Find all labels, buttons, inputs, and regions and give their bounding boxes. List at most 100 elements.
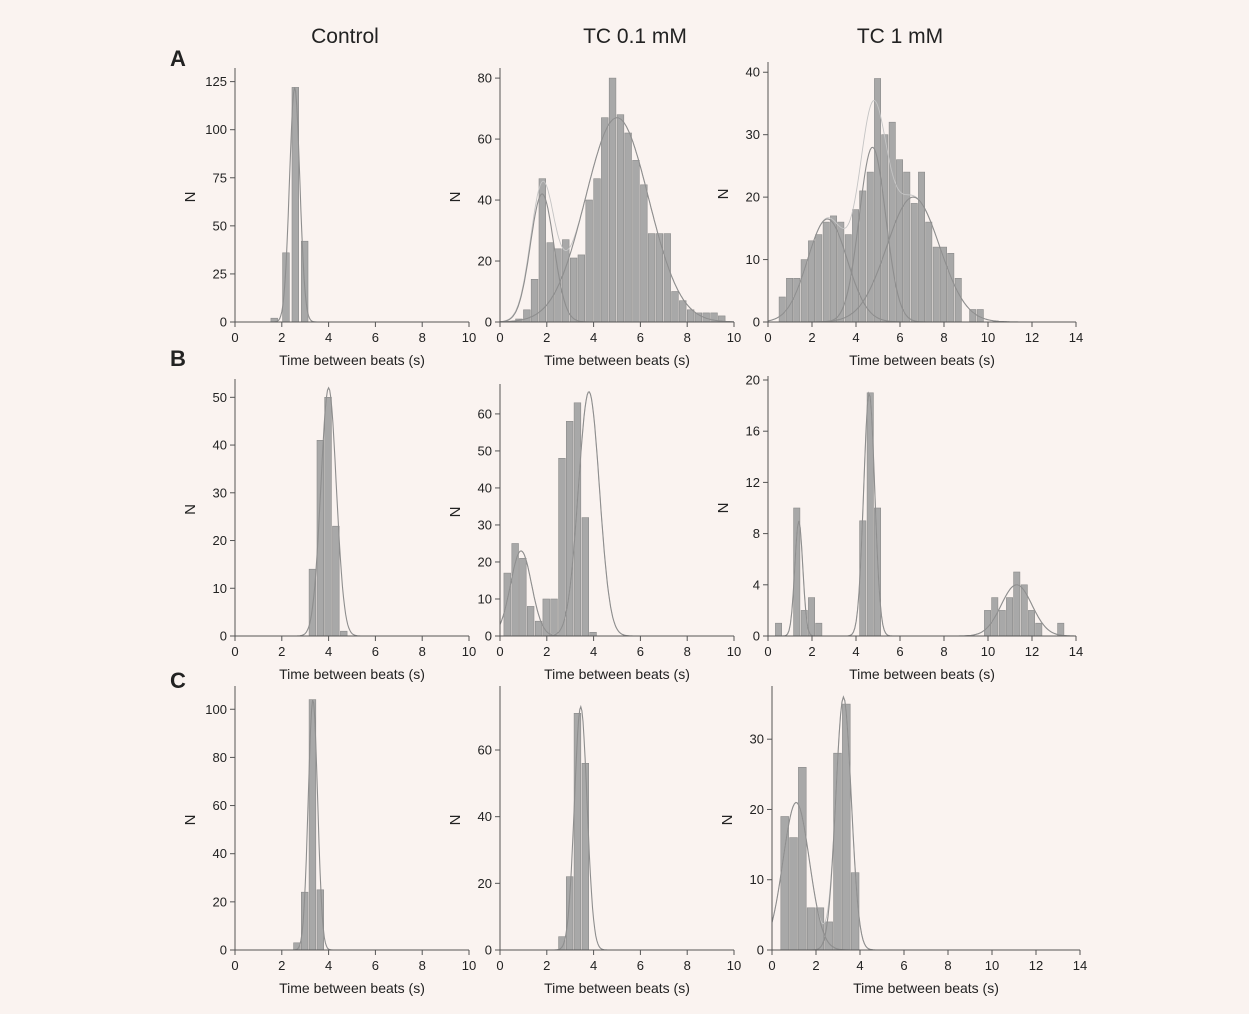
histogram-bar	[850, 872, 860, 951]
x-axis-label: Time between beats (s)	[544, 352, 690, 368]
histogram-bar	[1006, 597, 1014, 637]
histogram-bar	[581, 517, 589, 637]
y-tick-label: 20	[746, 373, 760, 388]
x-tick-label: 2	[278, 958, 285, 973]
x-tick-label: 0	[764, 330, 771, 345]
histogram-A-tc1: 0 2 4 6 8 10 12 14 0 10 20 30 40 Time between beats (…	[715, 62, 1083, 368]
x-tick-label: 8	[684, 958, 691, 973]
y-tick-label: 10	[750, 872, 764, 887]
y-tick-label: 20	[213, 894, 227, 909]
x-tick-label: 8	[419, 644, 426, 659]
histogram-bar	[947, 253, 955, 323]
histogram-bar	[550, 598, 558, 637]
x-tick-label: 0	[764, 644, 771, 659]
x-tick-label: 4	[325, 958, 332, 973]
y-tick-label: 20	[478, 554, 492, 569]
column-title-tc-0-1: TC 0.1 mM	[583, 25, 687, 48]
y-tick-label: 0	[753, 315, 760, 330]
x-tick-label: 4	[590, 644, 597, 659]
histogram-bar	[601, 117, 609, 323]
x-tick-label: 6	[637, 958, 644, 973]
x-tick-label: 2	[278, 644, 285, 659]
histogram-bar	[519, 557, 527, 637]
x-tick-label: 0	[231, 958, 238, 973]
row-label-b: B	[170, 346, 186, 371]
histogram-bar	[523, 309, 531, 323]
y-tick-label: 40	[746, 65, 760, 80]
x-tick-label: 2	[808, 330, 815, 345]
x-axis-label: Time between beats (s)	[279, 980, 425, 996]
x-tick-label: 10	[727, 958, 741, 973]
y-tick-label: 40	[478, 480, 492, 495]
histogram-bar	[671, 291, 679, 323]
histogram-bar	[786, 277, 794, 323]
histogram-bar	[573, 402, 582, 637]
histogram-bar	[1035, 622, 1043, 637]
x-tick-label: 6	[372, 644, 379, 659]
histogram-bar	[925, 221, 933, 323]
histogram-bar	[806, 907, 816, 951]
x-tick-label: 8	[684, 644, 691, 659]
y-tick-label: 0	[485, 943, 492, 958]
histogram-bar	[815, 622, 823, 637]
histogram-bar	[558, 457, 566, 637]
x-tick-label: 10	[727, 330, 741, 345]
y-tick-label: 75	[213, 170, 227, 185]
histogram-bar	[874, 507, 882, 637]
y-tick-label: 0	[485, 315, 492, 330]
x-axis-label: Time between beats (s)	[849, 352, 995, 368]
x-tick-label: 0	[496, 644, 503, 659]
y-tick-label: 50	[478, 443, 492, 458]
y-tick-label: 10	[746, 252, 760, 267]
x-axis-label: Time between beats (s)	[279, 352, 425, 368]
y-tick-label: 100	[205, 122, 227, 137]
y-tick-label: 60	[478, 406, 492, 421]
histogram-bar	[830, 215, 838, 323]
x-tick-label: 0	[496, 958, 503, 973]
x-tick-label: 4	[590, 958, 597, 973]
gaussian-fit-curve	[235, 699, 469, 951]
gaussian-fit-curve	[500, 704, 734, 951]
x-tick-label: 6	[900, 958, 907, 973]
x-tick-label: 4	[852, 644, 859, 659]
histogram-bar	[624, 132, 632, 323]
y-axis-label: N	[182, 504, 199, 515]
y-tick-label: 16	[746, 424, 760, 439]
y-tick-label: 20	[478, 254, 492, 269]
y-tick-label: 4	[753, 577, 760, 592]
y-tick-label: 10	[213, 581, 227, 596]
gaussian-fit-curve	[500, 117, 734, 323]
x-tick-label: 2	[808, 644, 815, 659]
y-tick-label: 25	[213, 266, 227, 281]
histogram-bar	[647, 233, 656, 323]
histogram-bar	[815, 234, 823, 323]
x-tick-label: 2	[278, 330, 285, 345]
column-title-control: Control	[311, 25, 379, 48]
histogram-bar	[581, 762, 589, 951]
x-tick-label: 6	[896, 644, 903, 659]
histogram-A-tc01: 0 2 4 6 8 10 0 20 40 60 80 Time between beats (s) N	[447, 68, 741, 368]
y-axis-label: N	[182, 815, 199, 826]
x-axis-label: Time between beats (s)	[849, 666, 995, 682]
y-axis-label: N	[182, 192, 199, 203]
y-tick-label: 60	[478, 132, 492, 147]
histogram-bar	[332, 525, 340, 637]
x-tick-label: 4	[325, 644, 332, 659]
y-tick-label: 0	[220, 315, 227, 330]
x-tick-label: 8	[940, 644, 947, 659]
x-axis-label: Time between beats (s)	[279, 666, 425, 682]
y-tick-label: 40	[213, 846, 227, 861]
y-tick-label: 0	[485, 629, 492, 644]
x-axis-label: Time between beats (s)	[853, 980, 999, 996]
y-axis-label: N	[447, 192, 464, 203]
x-tick-label: 14	[1069, 644, 1083, 659]
column-title-tc-1: TC 1 mM	[857, 25, 943, 48]
histogram-bar	[679, 300, 687, 323]
histogram-bar	[565, 876, 574, 951]
x-tick-label: 8	[684, 330, 691, 345]
x-tick-label: 0	[231, 644, 238, 659]
histogram-bar	[534, 620, 543, 637]
y-tick-label: 12	[746, 475, 760, 490]
